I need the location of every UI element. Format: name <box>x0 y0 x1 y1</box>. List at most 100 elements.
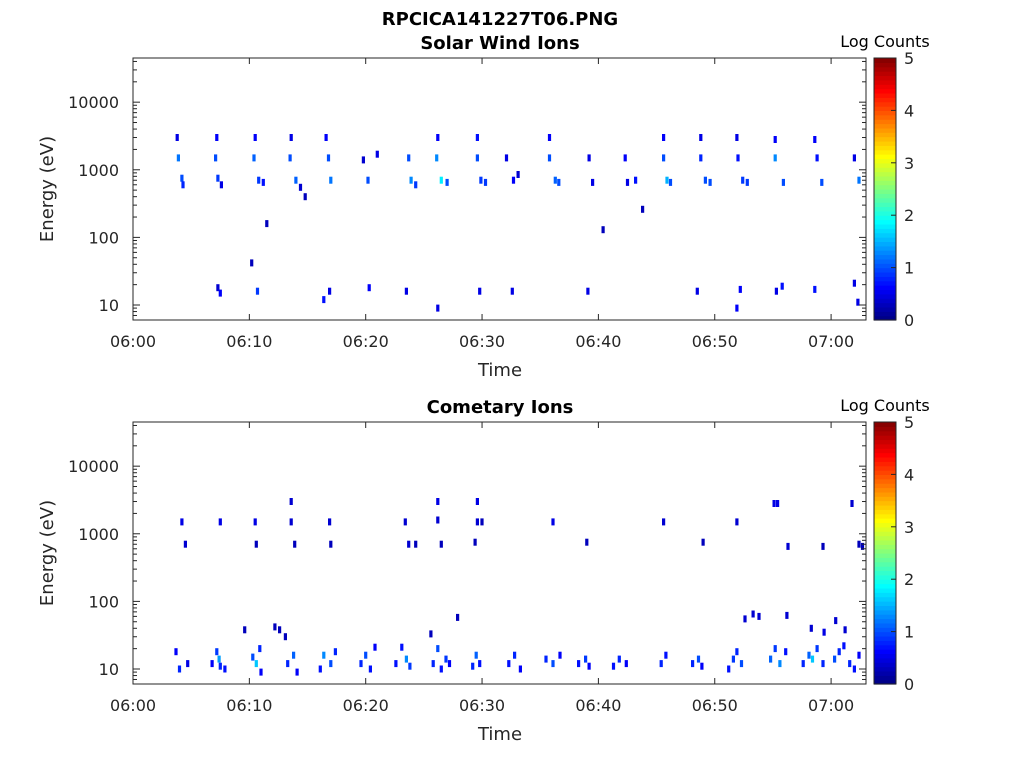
heatmap-cell <box>294 176 298 184</box>
colorbar-label: Log Counts <box>840 32 930 51</box>
heatmap-cell <box>807 651 811 659</box>
colorbar-segment <box>874 574 896 580</box>
heatmap-cell <box>665 176 669 184</box>
colorbar: 0 1 2 3 4 5 <box>873 49 914 330</box>
colorbar-segment <box>874 110 896 116</box>
colorbar-segment <box>874 84 896 90</box>
heatmap-cell <box>253 518 257 526</box>
colorbar-segment <box>874 531 896 537</box>
colorbar-segment <box>874 435 896 441</box>
heatmap-cell <box>328 287 332 295</box>
colorbar-tick-label: 4 <box>904 101 914 120</box>
colorbar-segment <box>874 210 896 216</box>
colorbar-segment <box>874 149 896 155</box>
x-tick-label: 07:00 <box>808 696 854 715</box>
colorbar-segment <box>874 557 896 563</box>
colorbar-tick-label: 1 <box>904 623 914 642</box>
colorbar-segment <box>874 622 896 628</box>
colorbar-segment <box>874 197 896 203</box>
colorbar-segment <box>874 670 896 676</box>
heatmap-cell <box>518 665 522 673</box>
colorbar-segment <box>874 106 896 111</box>
colorbar-segment <box>874 548 896 554</box>
colorbar-segment <box>874 443 896 449</box>
heatmap-cell <box>551 660 555 668</box>
heatmap-cell <box>772 500 776 507</box>
colorbar-segment <box>874 474 896 480</box>
heatmap-cell <box>408 662 412 670</box>
heatmap-cell <box>585 538 589 546</box>
heatmap-cell <box>757 612 761 620</box>
colorbar-tick-label: 0 <box>904 311 914 330</box>
colorbar-label: Log Counts <box>840 396 930 415</box>
heatmap-cell <box>821 542 825 550</box>
heatmap-cell <box>738 285 742 293</box>
heatmap-cell <box>662 518 666 526</box>
colorbar-segment <box>874 539 896 545</box>
colorbar-segment <box>874 587 896 593</box>
heatmap-cell <box>183 540 187 548</box>
heatmap-cell <box>843 626 847 634</box>
x-axis-label: Time <box>477 724 522 745</box>
heatmap-cell <box>833 655 837 663</box>
heatmap-cell <box>778 660 782 668</box>
colorbar-segment <box>874 184 896 190</box>
heatmap-cell <box>699 154 703 162</box>
colorbar-segment <box>874 631 896 637</box>
heatmap-cell <box>255 287 260 295</box>
chart-title: Cometary Ions <box>427 397 574 418</box>
colorbar-segment <box>874 504 896 510</box>
heatmap-cell <box>786 542 790 550</box>
heatmap-cell <box>745 178 749 186</box>
heatmap-cell <box>809 624 813 632</box>
heatmap-cell <box>475 134 479 141</box>
figure-title: RPCICA141227T06.PNG <box>382 9 618 30</box>
colorbar-segment <box>874 666 896 672</box>
colorbar-segment <box>874 640 896 646</box>
heatmap-cell <box>703 176 707 184</box>
colorbar-segment <box>874 448 896 454</box>
heatmap-cell <box>435 154 439 162</box>
axis-ticks: 06:00 06:10 06:20 06:30 06:40 06:50 07:00 10 100… <box>68 58 866 351</box>
heatmap-cell <box>617 655 621 663</box>
colorbar-tick-label: 3 <box>904 518 914 537</box>
heatmap-cell <box>303 193 307 201</box>
colorbar-segment <box>874 101 896 107</box>
colorbar-tick-label: 1 <box>904 259 914 278</box>
heatmap-cell <box>254 660 258 668</box>
colorbar-segment <box>874 470 896 475</box>
heatmap-cell <box>257 176 261 184</box>
colorbar-segment <box>874 289 896 295</box>
colorbar-segment <box>874 579 896 585</box>
heatmap-cell <box>475 498 479 505</box>
colorbar-segment <box>874 271 896 277</box>
heatmap-cell <box>510 287 514 295</box>
colorbar-segment <box>874 189 896 194</box>
heatmap-cell <box>400 643 404 651</box>
chart-title: Solar Wind Ions <box>420 33 579 54</box>
x-tick-label: 06:30 <box>459 332 505 351</box>
colorbar-segment <box>874 254 896 260</box>
heatmap-cell <box>699 134 703 141</box>
heatmap-cell <box>820 178 824 186</box>
colorbar-segment <box>874 127 896 133</box>
colorbar-segment <box>874 592 896 598</box>
y-tick-label: 10000 <box>68 457 119 476</box>
heatmap-cell <box>739 660 744 668</box>
heatmap-cell <box>361 156 365 164</box>
heatmap-cell <box>852 154 856 162</box>
colorbar-segment <box>874 119 896 125</box>
heatmap-cell <box>243 626 247 634</box>
colorbar-segment <box>874 465 896 471</box>
colorbar-segment <box>874 522 896 528</box>
colorbar-segment <box>874 241 896 247</box>
heatmap-cell <box>842 642 846 650</box>
colorbar-segment <box>874 627 896 633</box>
colorbar-segment <box>874 223 896 229</box>
heatmap-cell <box>474 651 478 659</box>
heatmap-cell <box>394 660 398 668</box>
plot-frame <box>132 57 867 321</box>
colorbar-segment <box>874 245 896 251</box>
colorbar-segment <box>874 114 896 120</box>
colorbar-segment <box>874 154 896 160</box>
